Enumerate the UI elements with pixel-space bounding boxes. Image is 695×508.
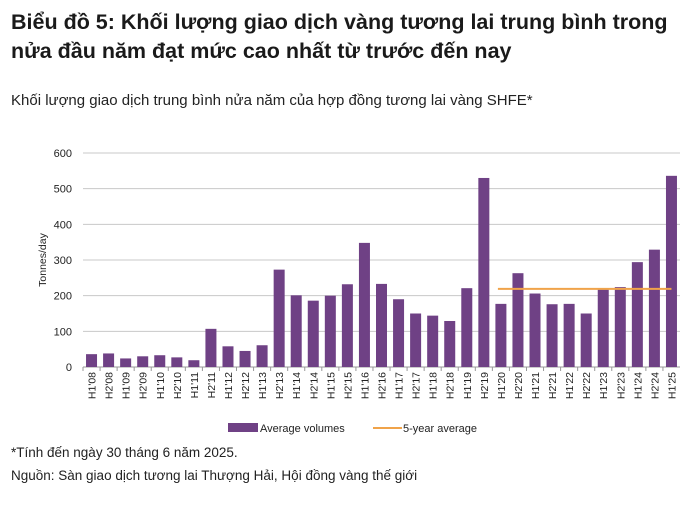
y-tick-label: 600 <box>54 148 72 160</box>
x-tick-label: H1'15 <box>325 372 337 399</box>
footnote: *Tính đến ngày 30 tháng 6 năm 2025. <box>11 445 238 460</box>
bar-H1'14 <box>290 295 302 367</box>
x-tick-label: H2'18 <box>445 372 457 399</box>
x-tick-label: H2'10 <box>172 372 184 399</box>
legend: Average volumes 5-year average <box>228 423 477 435</box>
x-tick-label: H1'12 <box>223 372 235 399</box>
x-tick-label: H2'15 <box>342 372 354 399</box>
x-tick-label: H2'11 <box>206 372 218 398</box>
x-tick-label: H1'17 <box>394 372 406 399</box>
bar-H1'17 <box>393 299 405 367</box>
x-tick-label: H1'20 <box>496 372 508 399</box>
x-tick-label: H2'24 <box>649 372 661 399</box>
bar-H2'18 <box>444 320 456 367</box>
y-tick-label: 300 <box>54 255 72 267</box>
x-tick-label: H1'10 <box>155 372 167 399</box>
x-tick-label: H2'08 <box>104 372 116 399</box>
bar-H1'20 <box>495 303 507 367</box>
bar-H1'12 <box>222 346 234 367</box>
bar-H1'16 <box>358 242 370 367</box>
x-tick-label: H1'23 <box>598 372 610 399</box>
bar-H2'19 <box>478 177 490 367</box>
x-tick-label: H2'21 <box>547 372 559 399</box>
y-tick-label: 500 <box>54 184 72 196</box>
bar-H2'15 <box>341 284 353 367</box>
bar-H2'12 <box>239 350 251 367</box>
bar-H2'21 <box>546 304 558 367</box>
bar-H1'15 <box>324 295 336 367</box>
bar-H2'22 <box>580 313 592 367</box>
x-tick-label: H2'22 <box>581 372 593 399</box>
bar-H1'10 <box>154 355 166 367</box>
chart-subtitle: Khối lượng giao dịch trung bình nửa năm … <box>11 92 533 109</box>
bar-H1'19 <box>461 288 473 367</box>
bar-H1'23 <box>597 289 609 367</box>
y-tick-label: 0 <box>66 362 72 374</box>
bar-H1'13 <box>256 345 268 367</box>
x-tick-label: H1'11 <box>189 372 201 398</box>
x-tick-label: H2'14 <box>308 372 320 399</box>
bar-H2'08 <box>103 353 115 367</box>
bar-H2'16 <box>376 283 387 367</box>
x-tick-label: H1'16 <box>359 372 371 399</box>
x-tick-label: H2'12 <box>240 372 252 399</box>
legend-swatch-average-volumes <box>228 423 258 432</box>
bar-H1'08 <box>86 354 98 367</box>
x-tick-label: H1'24 <box>632 372 644 399</box>
bar-H2'09 <box>137 356 149 367</box>
x-tick-label: H2'09 <box>138 372 150 399</box>
x-tick-label: H2'23 <box>615 372 627 399</box>
bar-H2'23 <box>614 287 626 367</box>
bar-H1'18 <box>427 315 439 367</box>
bar-H2'17 <box>410 313 422 367</box>
x-tick-label: H2'16 <box>377 372 389 399</box>
y-tick-label: 400 <box>54 219 72 231</box>
bar-H1'11 <box>188 360 200 367</box>
x-tick-label: H2'19 <box>479 372 491 399</box>
x-tick-label: H1'25 <box>666 372 678 399</box>
x-tick-label: H1'22 <box>564 372 576 399</box>
bar-H2'13 <box>273 269 285 367</box>
x-tick-label: H1'19 <box>462 372 474 399</box>
x-tick-label: H1'21 <box>530 372 542 399</box>
bar-H2'24 <box>648 249 660 367</box>
bar-H1'21 <box>529 293 541 367</box>
bar-H1'22 <box>563 303 575 367</box>
legend-label-average-volumes: Average volumes <box>260 423 345 435</box>
legend-label-5-year-average: 5-year average <box>403 423 477 435</box>
bar-H1'24 <box>631 262 643 367</box>
x-tick-label: H2'20 <box>513 372 525 399</box>
page-title: Biểu đồ 5: Khối lượng giao dịch vàng tươ… <box>11 10 668 63</box>
x-tick-label: H1'14 <box>291 372 303 399</box>
x-tick-label: H2'13 <box>274 372 286 399</box>
bar-H2'14 <box>307 300 319 367</box>
bar-H1'25 <box>665 175 677 367</box>
bar-H2'11 <box>205 328 217 367</box>
bar-H2'10 <box>171 357 183 367</box>
bar-H1'09 <box>120 358 132 367</box>
y-tick-label: 100 <box>54 326 72 338</box>
x-tick-label: H1'09 <box>121 372 133 399</box>
y-axis-label: Tonnes/day <box>37 232 49 286</box>
bar-H2'20 <box>512 273 524 367</box>
x-tick-label: H2'17 <box>411 372 423 399</box>
source-note: Nguồn: Sàn giao dịch tương lai Thượng Hả… <box>11 468 418 483</box>
y-tick-label: 200 <box>54 291 72 303</box>
x-tick-label: H1'08 <box>87 372 99 399</box>
x-tick-label: H1'18 <box>428 372 440 399</box>
x-tick-label: H1'13 <box>257 372 269 399</box>
